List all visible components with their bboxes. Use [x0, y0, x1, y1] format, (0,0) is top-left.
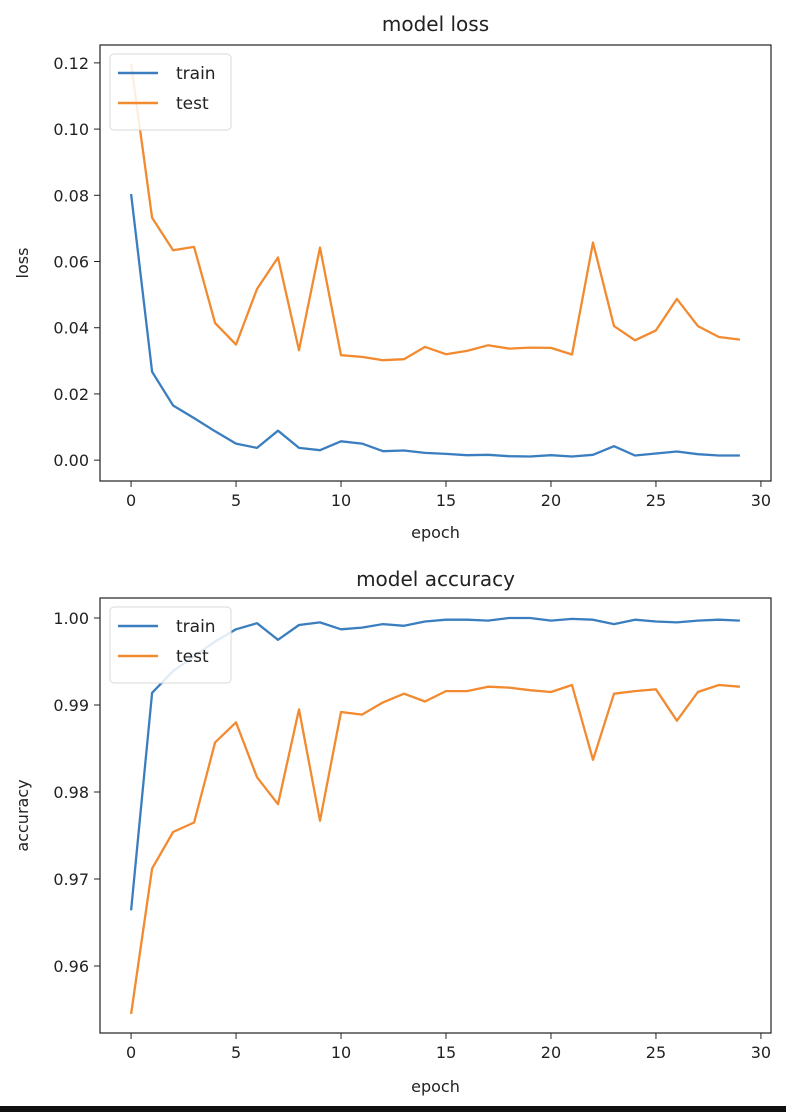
legend-label-train: train — [176, 617, 216, 637]
axes-frame — [99, 597, 772, 1034]
series-line-train — [129, 193, 740, 458]
x-axis-label: epoch — [411, 1077, 460, 1096]
x-tick-label: 0 — [126, 1043, 136, 1062]
y-tick-label: 0.02 — [53, 385, 89, 404]
y-tick-label: 0.98 — [53, 783, 89, 802]
series-line-train — [129, 616, 740, 911]
y-tick-label: 0.99 — [53, 696, 89, 715]
x-axis-label: epoch — [411, 523, 460, 542]
x-tick-label: 20 — [541, 491, 561, 510]
x-tick-label: 5 — [231, 491, 241, 510]
legend: train test — [109, 606, 232, 684]
x-tick-label: 10 — [331, 1043, 351, 1062]
chart-title: model accuracy — [356, 567, 515, 591]
loss-chart: model loss 0 5 10 15 20 25 30 0.00 0.02 0.04 0.06 0.… — [13, 12, 772, 542]
x-tick-label: 25 — [646, 1043, 666, 1062]
y-tick-label: 0.12 — [53, 54, 89, 73]
x-tick-label: 0 — [126, 491, 136, 510]
y-axis-label: loss — [13, 248, 32, 279]
y-tick-label: 1.00 — [53, 609, 89, 628]
x-tick-label: 5 — [231, 1043, 241, 1062]
y-tick-label: 0.04 — [53, 319, 89, 338]
x-tick-label: 10 — [331, 491, 351, 510]
y-tick-label: 0.10 — [53, 120, 89, 139]
y-tick-label: 0.06 — [53, 253, 89, 272]
axes-frame — [99, 44, 772, 482]
y-tick-label: 0.97 — [53, 870, 89, 889]
legend-label-test: test — [176, 94, 209, 114]
y-axis-label: accuracy — [13, 779, 32, 851]
x-tick-label: 30 — [751, 491, 771, 510]
x-tick-label: 15 — [436, 1043, 456, 1062]
y-tick-label: 0.96 — [53, 957, 89, 976]
y-tick-label: 0.00 — [53, 451, 89, 470]
series-line-test — [129, 63, 741, 362]
x-tick-label: 15 — [436, 491, 456, 510]
chart-title: model loss — [382, 12, 489, 36]
series-line-test — [129, 683, 740, 1015]
window-bottom-edge — [0, 1106, 786, 1112]
legend-label-test: test — [176, 647, 209, 667]
y-tick-label: 0.08 — [53, 186, 89, 205]
legend-label-train: train — [176, 64, 216, 84]
legend: train test — [109, 53, 232, 131]
x-tick-label: 25 — [646, 491, 666, 510]
x-tick-label: 30 — [751, 1043, 771, 1062]
accuracy-chart: model accuracy 0 5 10 15 20 25 30 0.96 0.97 0.98 0.… — [13, 567, 772, 1096]
x-tick-label: 20 — [541, 1043, 561, 1062]
